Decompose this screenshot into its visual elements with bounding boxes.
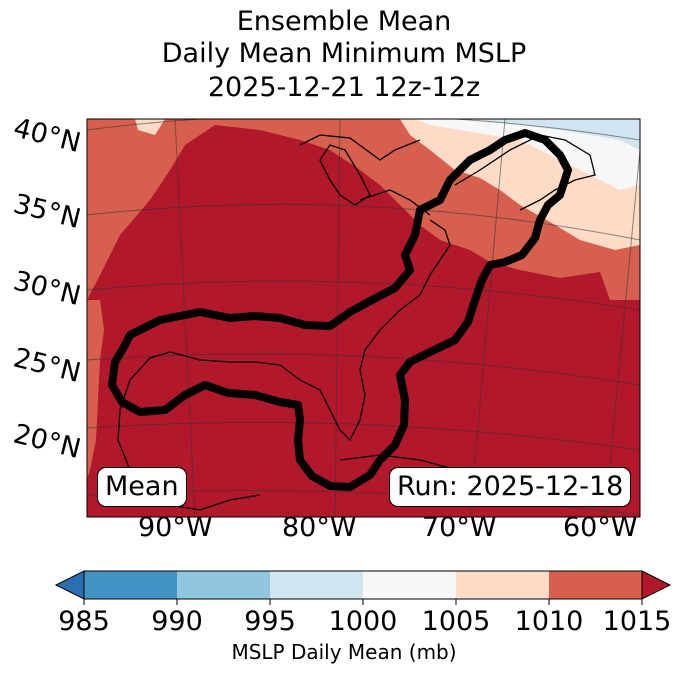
lon-label-80w: 80°W bbox=[282, 512, 357, 543]
lon-label-60w: 60°W bbox=[563, 512, 638, 543]
colorbar-label: MSLP Daily Mean (mb) bbox=[231, 640, 457, 664]
coastlines bbox=[117, 134, 596, 511]
colorbar-tick-1000: 1000 bbox=[328, 606, 398, 637]
ensemble-mean-contour bbox=[108, 129, 572, 491]
lon-label-70w: 70°W bbox=[422, 512, 497, 543]
colorbar-bin-985-990 bbox=[84, 571, 177, 599]
mslp-field-light-blue bbox=[470, 119, 640, 150]
colorbar-extend-high bbox=[641, 570, 672, 600]
colorbar-tick-1015: 1015 bbox=[602, 606, 672, 637]
title-line-2: Daily Mean Minimum MSLP bbox=[161, 38, 527, 69]
mslp-field-red-west bbox=[87, 300, 104, 480]
colorbar-tick-1005: 1005 bbox=[421, 606, 491, 637]
lon-label-90w: 90°W bbox=[138, 512, 213, 543]
colorbar-extend-low bbox=[54, 570, 85, 600]
colorbar-bin-990-995 bbox=[177, 571, 270, 599]
colorbar-tick-995: 995 bbox=[244, 606, 296, 637]
title-line-1: Ensemble Mean bbox=[236, 6, 452, 37]
colorbar-bin-1000-1005 bbox=[363, 571, 456, 599]
colorbar-tick-1010: 1010 bbox=[514, 606, 584, 637]
mslp-field-peach-nw bbox=[135, 119, 165, 135]
colorbar-bin-995-1000 bbox=[270, 571, 363, 599]
mslp-field-white bbox=[415, 119, 640, 190]
run-date-box: Run: 2025-12-18 bbox=[389, 467, 632, 507]
mslp-field-red-se bbox=[600, 265, 640, 300]
colorbar-tick-985: 985 bbox=[58, 606, 110, 637]
colorbar-bin-1010-1015 bbox=[549, 571, 642, 599]
mean-label-box: Mean bbox=[97, 467, 187, 507]
colorbar-tick-990: 990 bbox=[151, 606, 203, 637]
colorbar-bin-1005-1010 bbox=[456, 571, 549, 599]
title-line-3: 2025-12-21 12z-12z bbox=[207, 72, 481, 103]
